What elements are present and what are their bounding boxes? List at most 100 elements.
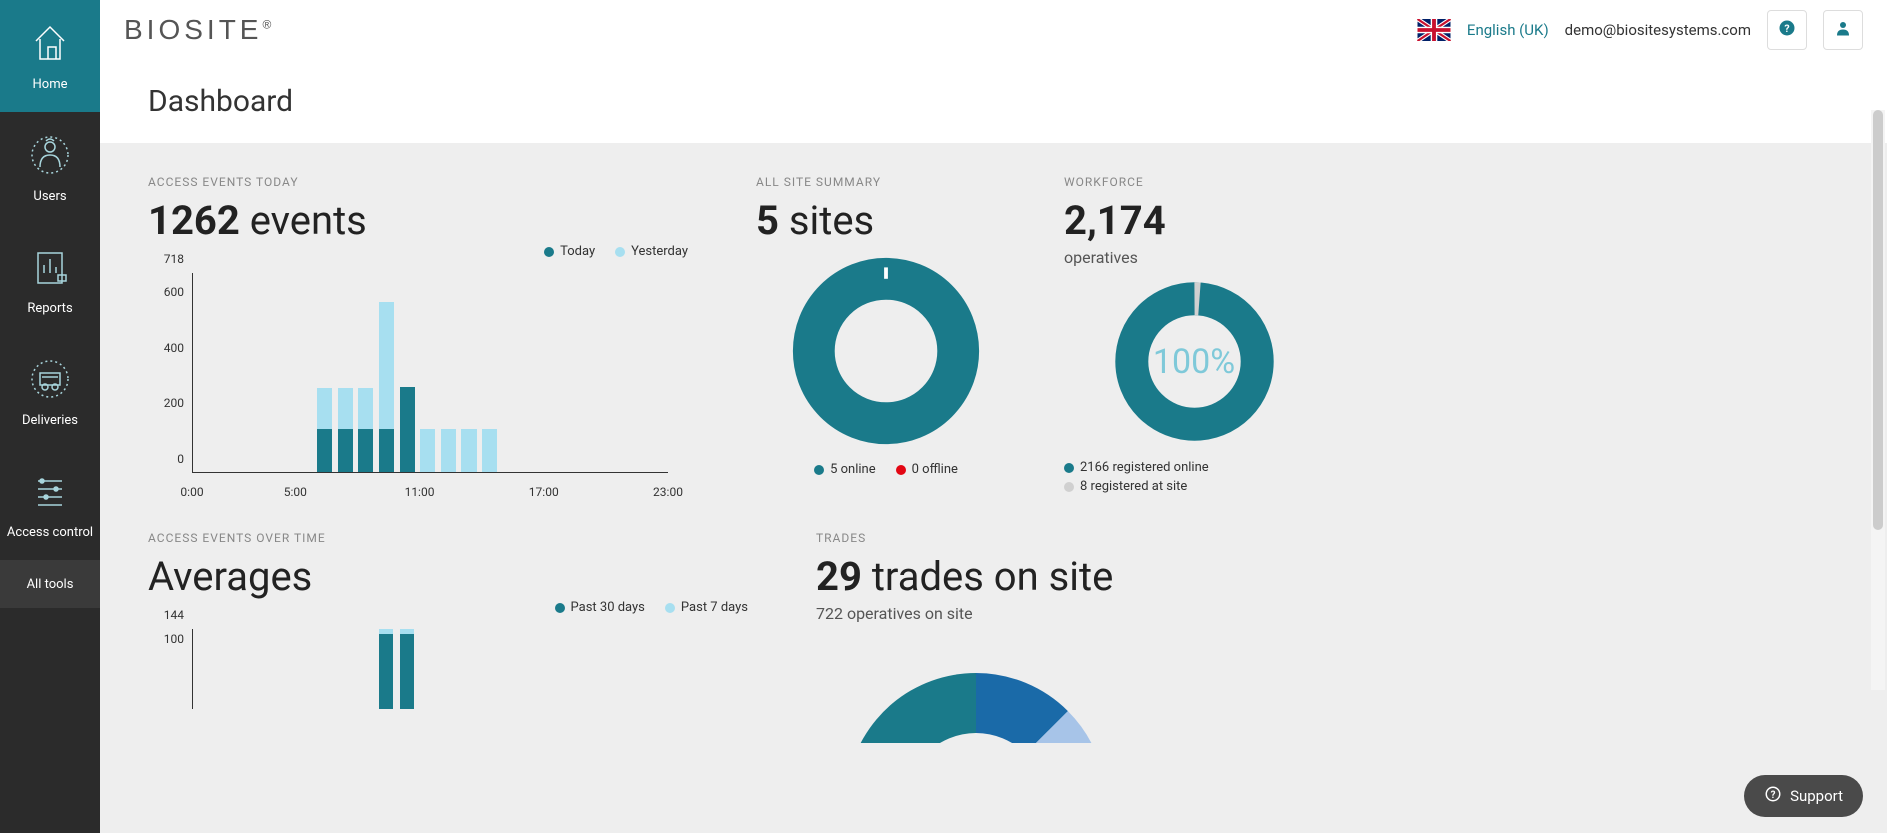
- user-button[interactable]: [1823, 10, 1863, 50]
- scrollbar[interactable]: [1871, 110, 1885, 690]
- bar-group: [461, 429, 476, 472]
- svg-text:?: ?: [1784, 22, 1789, 35]
- users-icon: [28, 133, 72, 177]
- x-tick: 17:00: [529, 485, 559, 499]
- user-icon: [1834, 19, 1852, 41]
- support-button[interactable]: ? Support: [1744, 775, 1863, 817]
- workforce-stat: 2,174: [1064, 197, 1324, 244]
- bar-group: [379, 629, 393, 709]
- y-tick: 718: [164, 252, 184, 266]
- access-events-stat: 1262 events: [148, 197, 708, 244]
- site-legend: 5 online 0 offline: [814, 462, 958, 477]
- site-donut: [791, 256, 981, 446]
- bar-group: [317, 388, 332, 472]
- y-tick: 144: [164, 608, 184, 622]
- access-events-chart: 0200400600718 0:005:0011:0017:0023:00: [148, 273, 668, 503]
- bar-group: [338, 388, 353, 472]
- access-events-today: ACCESS EVENTS TODAY 1262 events TodayYes…: [148, 175, 708, 503]
- y-tick: 100: [164, 632, 184, 646]
- access-events-count: 1262: [148, 197, 240, 244]
- sidebar-label-home: Home: [33, 77, 68, 92]
- legend-dot: [665, 603, 675, 613]
- x-tick: 11:00: [405, 485, 435, 499]
- sidebar-item-home[interactable]: Home: [0, 0, 100, 112]
- page-header: Dashboard: [100, 60, 1887, 143]
- sidebar-item-users[interactable]: Users: [0, 112, 100, 224]
- trades-label: TRADES: [816, 531, 1376, 545]
- legend-dot: [615, 247, 625, 257]
- sidebar-item-deliveries[interactable]: Deliveries: [0, 336, 100, 448]
- bar-group: [420, 429, 435, 472]
- legend-label: Past 30 days: [571, 600, 645, 615]
- access-control-icon: [28, 469, 72, 513]
- sidebar-item-access-control[interactable]: Access control: [0, 448, 100, 560]
- help-icon: ?: [1778, 19, 1796, 41]
- sidebar-label-users: Users: [33, 189, 66, 204]
- x-tick: 5:00: [284, 485, 307, 499]
- home-icon: [28, 21, 72, 65]
- sidebar-item-reports[interactable]: Reports: [0, 224, 100, 336]
- legend-dot: [544, 247, 554, 257]
- legend-item: 8 registered at site: [1064, 479, 1209, 494]
- trades-sub: 722 operatives on site: [816, 604, 1376, 623]
- access-events-legend: Today Yesterday: [148, 244, 708, 259]
- help-button[interactable]: ?: [1767, 10, 1807, 50]
- averages-label: ACCESS EVENTS OVER TIME: [148, 531, 768, 545]
- y-tick: 400: [164, 341, 184, 355]
- y-tick: 0: [177, 452, 184, 466]
- page-title: Dashboard: [148, 84, 1839, 119]
- main: BIOSITE® English (UK) demo@biositesystem…: [100, 0, 1887, 833]
- averages-legend: Past 30 days Past 7 days: [148, 600, 768, 615]
- sidebar-label-access-control: Access control: [7, 525, 93, 540]
- svg-text:?: ?: [1771, 790, 1776, 801]
- workforce-count: 2,174: [1064, 197, 1166, 244]
- logo-reg: ®: [262, 18, 275, 32]
- user-email: demo@biositesystems.com: [1565, 21, 1751, 39]
- uk-flag-icon: [1417, 19, 1451, 41]
- y-tick: 600: [164, 285, 184, 299]
- legend-label: Past 7 days: [681, 600, 748, 615]
- sidebar-label-reports: Reports: [27, 301, 72, 316]
- site-unit: sites: [789, 197, 874, 244]
- legend-label: 8 registered at site: [1080, 479, 1187, 494]
- site-count: 5: [756, 197, 779, 244]
- sidebar-label-all-tools: All tools: [27, 577, 74, 592]
- topbar: BIOSITE® English (UK) demo@biositesystem…: [100, 0, 1887, 60]
- workforce-donut: 100%: [1112, 279, 1277, 444]
- averages: ACCESS EVENTS OVER TIME Averages Past 30…: [148, 531, 768, 747]
- bar-group: [400, 629, 414, 709]
- sidebar-label-deliveries: Deliveries: [22, 413, 78, 428]
- sidebar-item-all-tools[interactable]: All tools: [0, 560, 100, 608]
- legend-item: Today: [544, 244, 595, 259]
- logo: BIOSITE®: [124, 14, 275, 46]
- sidebar: Home Users Reports Deliveries Access con…: [0, 0, 100, 833]
- bar-group: [400, 387, 415, 472]
- trades-count: 29: [816, 553, 862, 600]
- language-link[interactable]: English (UK): [1467, 21, 1549, 39]
- workforce-label: WORKFORCE: [1064, 175, 1324, 189]
- trades-unit: trades on site: [872, 553, 1113, 600]
- x-tick: 0:00: [180, 485, 203, 499]
- site-summary-stat: 5 sites: [756, 197, 1016, 244]
- averages-title: Averages: [148, 553, 768, 600]
- site-offline-text: 0 offline: [912, 462, 958, 477]
- logo-text: BIOSITE: [124, 14, 262, 45]
- legend-item: Yesterday: [615, 244, 688, 259]
- averages-chart: 100144: [148, 629, 668, 739]
- workforce-pct: 100%: [1112, 279, 1277, 444]
- workforce-unit: operatives: [1064, 248, 1324, 267]
- legend-label: Yesterday: [631, 244, 688, 259]
- deliveries-icon: [28, 357, 72, 401]
- bar-group: [379, 302, 394, 472]
- bar-group: [482, 429, 497, 472]
- site-online-text: 5 online: [830, 462, 876, 477]
- legend-label: Today: [560, 244, 595, 259]
- legend-item: 2166 registered online: [1064, 460, 1209, 475]
- reports-icon: [28, 245, 72, 289]
- y-tick: 200: [164, 396, 184, 410]
- support-label: Support: [1790, 787, 1843, 805]
- support-icon: ?: [1764, 785, 1782, 807]
- site-summary: ALL SITE SUMMARY 5 sites 5: [756, 175, 1016, 503]
- legend-item: Past 30 days: [555, 600, 645, 615]
- legend-dot: [555, 603, 565, 613]
